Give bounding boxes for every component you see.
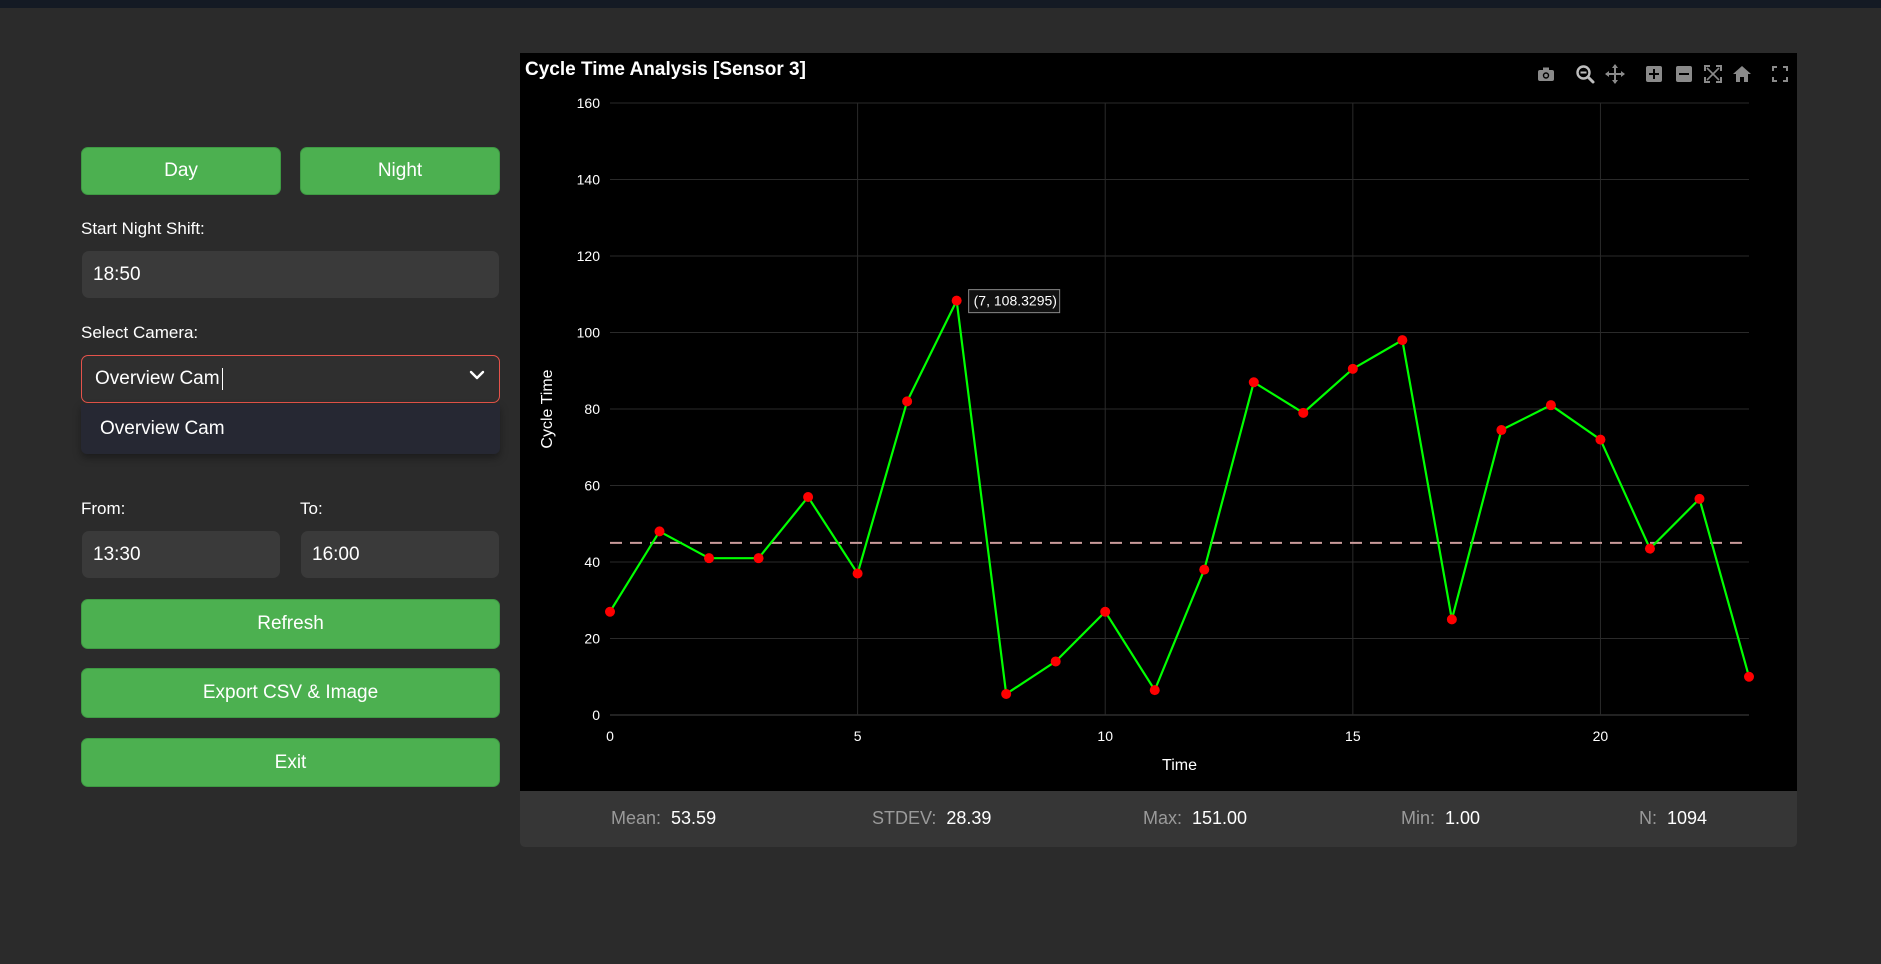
y-tick-label: 20: [584, 631, 600, 647]
data-point: [1744, 671, 1754, 682]
top-bar: [0, 0, 1881, 8]
chevron-down-icon[interactable]: [469, 369, 485, 381]
data-point: [654, 526, 665, 537]
data-point: [704, 553, 715, 564]
data-point: [1694, 493, 1705, 504]
data-point: [1050, 656, 1061, 667]
camera-dropdown-option[interactable]: Overview Cam: [81, 404, 500, 454]
camera-select-value: Overview Cam: [95, 368, 220, 389]
autoscale-icon[interactable]: [1702, 63, 1724, 85]
day-button[interactable]: Day: [81, 147, 281, 195]
data-point: [1248, 377, 1259, 388]
stat-mean-label: Mean:: [611, 808, 662, 828]
chart-panel: Cycle Time Analysis [Sensor 3] 0 20 40 60 80…: [520, 53, 1797, 791]
data-point: [1347, 363, 1358, 374]
y-tick-label: 140: [577, 172, 601, 188]
data-point: [803, 491, 814, 502]
home-icon[interactable]: [1731, 63, 1753, 85]
night-button[interactable]: Night: [300, 147, 500, 195]
y-tick-label: 100: [577, 325, 601, 341]
cycle-time-chart[interactable]: 0 20 40 60 80 100 120 140 160 0 5 10 15 20 (7, 108.32…: [520, 53, 1797, 791]
stat-n-label: N:: [1639, 808, 1657, 828]
stat-mean-value: 53.59: [671, 808, 717, 828]
fullscreen-icon[interactable]: [1769, 63, 1791, 85]
data-point: [1100, 606, 1111, 617]
x-tick-label: 5: [854, 728, 862, 744]
data-point: [951, 295, 962, 306]
stat-min-value: 1.00: [1445, 808, 1481, 828]
data-point: [753, 553, 764, 564]
zoom-in-icon[interactable]: [1643, 63, 1665, 85]
x-tick-label: 20: [1593, 728, 1609, 744]
data-point: [605, 606, 615, 617]
data-point: [1001, 688, 1012, 699]
refresh-button[interactable]: Refresh: [81, 599, 500, 649]
data-point: [852, 568, 863, 579]
y-axis-label: Cycle Time: [539, 369, 556, 448]
data-point: [1149, 685, 1160, 696]
start-night-input[interactable]: 18:50: [82, 251, 499, 298]
zoom-out-icon[interactable]: [1673, 63, 1695, 85]
x-tick-label: 15: [1345, 728, 1361, 744]
chart-title: Cycle Time Analysis [Sensor 3]: [525, 59, 806, 80]
exit-button[interactable]: Exit: [81, 738, 500, 787]
data-point: [1446, 614, 1457, 625]
stat-max: Max: 151.00: [1143, 808, 1247, 829]
hover-tooltip-box: [968, 289, 1061, 314]
to-input[interactable]: 16:00: [301, 531, 499, 578]
stat-n-value: 1094: [1667, 808, 1708, 828]
y-tick-label: 0: [592, 707, 600, 723]
y-tick-label: 120: [577, 248, 601, 264]
pan-icon[interactable]: [1604, 63, 1626, 85]
y-tick-label: 160: [577, 95, 601, 111]
x-tick-label: 10: [1097, 728, 1113, 744]
from-label: From:: [81, 499, 126, 518]
stat-mean: Mean: 53.59: [611, 808, 716, 829]
stats-bar: Mean: 53.59 STDEV: 28.39 Max: 151.00 Min: 1.…: [520, 791, 1797, 847]
data-point: [1644, 543, 1655, 554]
from-input[interactable]: 13:30: [82, 531, 280, 578]
series-line: [609, 296, 1751, 696]
start-night-label: Start Night Shift:: [81, 219, 205, 238]
stat-min: Min: 1.00: [1401, 808, 1480, 829]
data-point: [1298, 407, 1309, 418]
start-night-value: 18:50: [93, 263, 141, 285]
from-value: 13:30: [93, 543, 141, 565]
hover-tooltip-label: (7, 108.3295): [974, 293, 1057, 309]
stat-stdev: STDEV: 28.39: [872, 808, 991, 829]
to-value: 16:00: [312, 543, 360, 565]
data-point: [1496, 425, 1507, 436]
data-point: [1595, 434, 1606, 445]
x-tick-label: 0: [606, 728, 614, 744]
stat-stdev-value: 28.39: [946, 808, 992, 828]
data-point: [1199, 564, 1210, 575]
camera-label: Select Camera:: [81, 323, 199, 342]
y-tick-label: 60: [584, 478, 600, 494]
stat-n: N: 1094: [1639, 808, 1707, 829]
camera-select[interactable]: Overview Cam: [81, 355, 500, 403]
export-button[interactable]: Export CSV & Image: [81, 668, 500, 718]
to-label: To:: [300, 499, 323, 518]
stat-max-label: Max:: [1143, 808, 1183, 828]
x-axis-label: Time: [1162, 757, 1197, 774]
stat-max-value: 151.00: [1192, 808, 1248, 828]
stat-min-label: Min:: [1401, 808, 1436, 828]
zoom-icon[interactable]: [1574, 63, 1596, 85]
data-point: [902, 396, 913, 407]
camera-icon[interactable]: [1535, 63, 1557, 85]
stat-stdev-label: STDEV:: [872, 808, 937, 828]
data-point: [1545, 400, 1556, 411]
y-tick-label: 40: [584, 554, 600, 570]
camera-option-label: Overview Cam: [100, 418, 225, 439]
text-caret: [221, 368, 224, 390]
y-tick-label: 80: [584, 401, 600, 417]
data-point: [1397, 335, 1408, 346]
